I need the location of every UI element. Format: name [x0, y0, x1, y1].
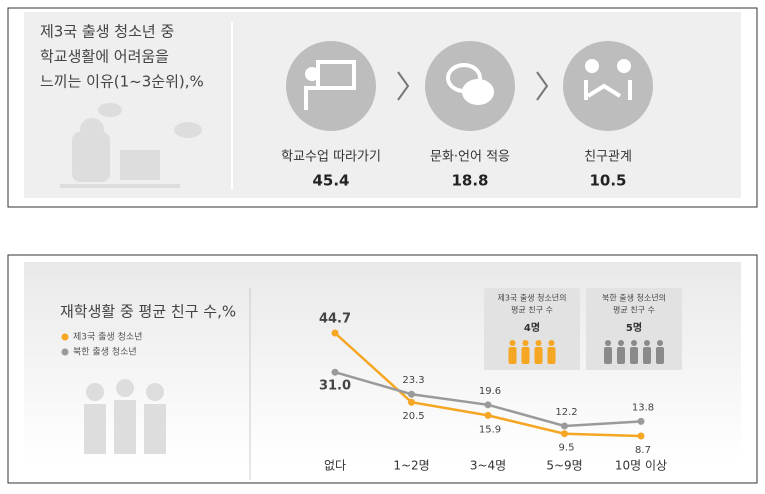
- icon-circle: [563, 41, 653, 131]
- person-body: [547, 347, 556, 364]
- point: [637, 417, 645, 425]
- person-body: [643, 347, 651, 364]
- data-label: 44.7: [319, 312, 351, 327]
- legend-swatch: [61, 348, 69, 356]
- person-head: [535, 340, 542, 346]
- item-label: 문화·언어 적응: [430, 150, 510, 165]
- people-illustration: [84, 379, 166, 454]
- data-label: 15.9: [479, 424, 501, 435]
- chart-title: 재학생활 중 평균 친구 수,%: [60, 303, 236, 321]
- person-icon: [617, 340, 625, 364]
- study-illustration: [60, 103, 202, 188]
- person-icon: [521, 340, 530, 364]
- point: [484, 411, 492, 419]
- person-head: [657, 340, 663, 346]
- data-label: 19.6: [479, 386, 501, 397]
- item-value: 10.5: [589, 172, 626, 190]
- data-label: 13.8: [632, 402, 654, 413]
- panel-title: 학교생활에 어려움을: [40, 48, 169, 66]
- average-value: 5명: [626, 321, 642, 334]
- legend-label: 북한 출생 청소년: [73, 347, 137, 358]
- x-tick-label: 없다: [324, 459, 346, 473]
- data-label: 8.7: [635, 445, 651, 456]
- point: [637, 432, 645, 440]
- panel-title: 제3국 출생 청소년 중: [40, 23, 174, 41]
- person-body: [604, 347, 612, 364]
- average-label: 북한 출생 청소년의: [602, 293, 666, 303]
- chevron: [397, 71, 549, 101]
- average-label: 평균 친구 수: [511, 305, 553, 315]
- person-head: [605, 340, 611, 346]
- person-body: [521, 347, 530, 364]
- person-head: [509, 340, 516, 346]
- x-tick-label: 3~4명: [470, 459, 506, 473]
- average-box: [484, 288, 580, 370]
- x-tick-label: 1~2명: [393, 459, 429, 473]
- data-label: 31.0: [319, 379, 351, 394]
- person-icon: [508, 340, 517, 364]
- person-icon: [604, 340, 612, 364]
- legend-label: 제3국 출생 청소년: [73, 332, 142, 343]
- person-body: [617, 347, 625, 364]
- person-icon: [656, 340, 664, 364]
- x-tick-label: 5~9명: [546, 459, 582, 473]
- person-body: [630, 347, 638, 364]
- person-body: [534, 347, 543, 364]
- person-head: [631, 340, 637, 346]
- point: [331, 329, 339, 337]
- average-value: 4명: [524, 321, 540, 334]
- point: [408, 390, 415, 398]
- data-label: 23.3: [402, 375, 424, 386]
- x-tick-label: 10명 이상: [615, 459, 667, 473]
- person-icon: [534, 340, 543, 364]
- average-label: 평균 친구 수: [613, 305, 655, 315]
- legend-swatch: [61, 333, 69, 341]
- person-body: [508, 347, 517, 364]
- point: [561, 422, 568, 430]
- person-head: [522, 340, 529, 346]
- item-label: 친구관계: [584, 150, 632, 165]
- person-body: [656, 347, 664, 364]
- person-head: [618, 340, 624, 346]
- data-label: 20.5: [402, 411, 424, 422]
- average-label: 제3국 출생 청소년의: [497, 293, 566, 303]
- panel-title: 느끼는 이유(1~3순위),%: [40, 73, 204, 91]
- person-icon: [630, 340, 638, 364]
- person-icon: [643, 340, 651, 364]
- data-label: 9.5: [559, 443, 575, 454]
- person-head: [548, 340, 555, 346]
- data-label: 12.2: [555, 407, 577, 418]
- point: [484, 401, 492, 409]
- item-label: 학교수업 따라가기: [281, 150, 381, 165]
- icons: [304, 59, 632, 110]
- point: [561, 430, 568, 438]
- point: [408, 398, 415, 406]
- point: [331, 368, 339, 376]
- item-value: 18.8: [451, 172, 488, 190]
- item-value: 45.4: [312, 172, 349, 190]
- person-icon: [547, 340, 556, 364]
- person-head: [644, 340, 650, 346]
